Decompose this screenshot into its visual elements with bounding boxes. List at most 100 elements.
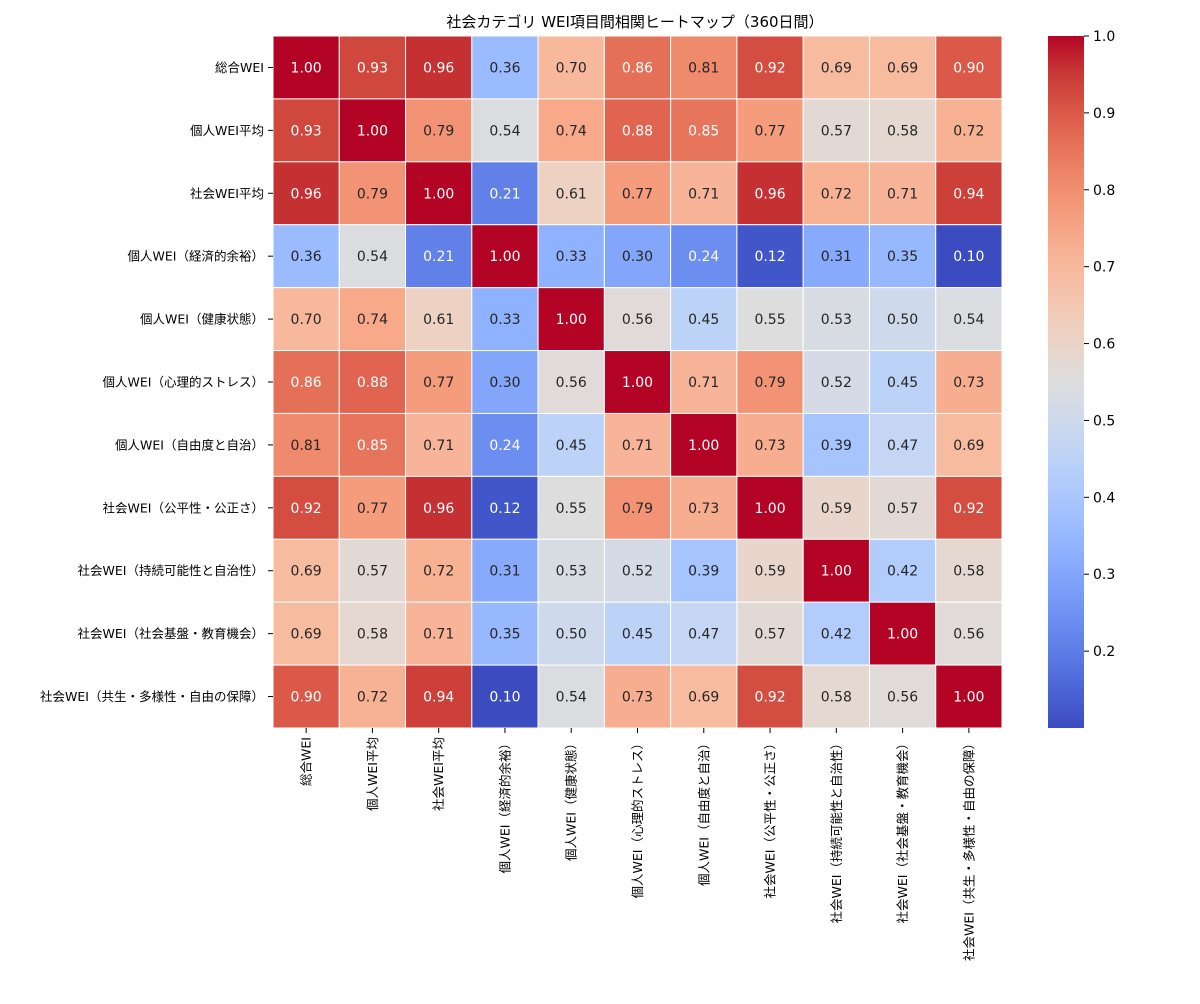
- cell-annotation-r9-c7: 0.57: [754, 627, 785, 643]
- column-labels: 総合WEI 個人WEI平均 社会WEI平均 個人WEI（経済的余裕） 個人WEI（健康状…: [299, 728, 976, 961]
- column-label-10: 社会WEI（共生・多様性・自由の保障）: [961, 737, 976, 961]
- heatmap-cell-r4-c0: [272, 287, 340, 352]
- cell-annotation-r3-c10: 0.10: [953, 249, 984, 265]
- cell-annotation-r0-c8: 0.69: [821, 60, 852, 76]
- row-label-7: 社会WEI（公平性・公正さ）: [103, 500, 264, 515]
- cell-annotation-r4-c7: 0.55: [754, 312, 785, 328]
- heatmap-cell-r10-c8: [802, 664, 870, 729]
- heatmap-cell-r0-c9: [868, 35, 937, 100]
- cell-annotation-r9-c3: 0.35: [489, 627, 520, 643]
- colorbar-tick-label-4: 0.6: [1093, 337, 1115, 353]
- column-label-4: 個人WEI（健康状態）: [564, 737, 579, 861]
- colorbar-tick-label-1: 0.3: [1093, 567, 1115, 583]
- cell-annotation-r0-c7: 0.92: [754, 60, 785, 76]
- cell-annotation-r1-c10: 0.72: [953, 123, 984, 139]
- heatmap-cell-r9-c4: [537, 601, 605, 666]
- heatmap-cell-r4-c6: [670, 287, 738, 352]
- heatmap-cell-r2-c5: [603, 161, 672, 226]
- heatmap-cell-r3-c3: [471, 224, 539, 289]
- cell-annotation-r5-c9: 0.45: [887, 375, 918, 391]
- heatmap-cell-r6-c9: [868, 412, 937, 477]
- cell-annotation-r3-c3: 1.00: [489, 249, 520, 265]
- cell-annotation-r8-c6: 0.39: [688, 564, 719, 580]
- cell-annotation-r0-c2: 0.96: [423, 60, 454, 76]
- cell-annotation-r2-c2: 1.00: [423, 186, 454, 202]
- heatmap-cell-r1-c8: [802, 98, 870, 163]
- cell-annotation-r1-c7: 0.77: [754, 123, 785, 139]
- heatmap-cell-r3-c8: [802, 224, 870, 289]
- heatmap-cell-r0-c3: [471, 35, 539, 100]
- cell-annotation-r9-c0: 0.69: [291, 627, 322, 643]
- cell-annotation-r7-c2: 0.96: [423, 501, 454, 517]
- heatmap-cell-r0-c2: [405, 35, 473, 100]
- cell-annotation-r10-c2: 0.94: [423, 690, 454, 706]
- heatmap-cell-r10-c9: [868, 664, 937, 729]
- cell-annotation-r1-c2: 0.79: [423, 123, 454, 139]
- heatmap-cell-r0-c7: [736, 35, 804, 100]
- cell-annotation-r4-c1: 0.74: [357, 312, 388, 328]
- heatmap-cell-r1-c7: [736, 98, 804, 163]
- heatmap-cell-r2-c4: [537, 161, 605, 226]
- cell-annotation-r5-c1: 0.88: [357, 375, 388, 391]
- cell-annotation-r10-c5: 0.73: [622, 690, 653, 706]
- colorbar-tick-label-3: 0.5: [1093, 413, 1115, 429]
- cell-annotation-r6-c2: 0.71: [423, 438, 454, 454]
- heatmap-cell-r9-c8: [802, 601, 870, 666]
- cell-annotation-r1-c9: 0.58: [887, 123, 918, 139]
- heatmap-cell-r1-c4: [537, 98, 605, 163]
- heatmap-cell-r3-c5: [603, 224, 672, 289]
- colorbar-tick-label-2: 0.4: [1093, 490, 1115, 506]
- heatmap-cell-r2-c10: [935, 161, 1003, 226]
- cell-annotation-r9-c1: 0.58: [357, 627, 388, 643]
- heatmap-cell-r1-c6: [670, 98, 738, 163]
- cell-annotation-r1-c0: 0.93: [291, 123, 322, 139]
- heatmap-cell-r7-c3: [471, 475, 539, 540]
- cell-annotation-r4-c6: 0.45: [688, 312, 719, 328]
- row-label-0: 総合WEI: [215, 60, 264, 75]
- cell-annotation-r9-c6: 0.47: [688, 627, 719, 643]
- row-label-3: 個人WEI（経済的余裕）: [128, 249, 264, 264]
- column-label-8: 社会WEI（持続可能性と自治性）: [829, 737, 844, 923]
- heatmap-cell-r8-c6: [670, 538, 738, 603]
- cell-annotation-r8-c1: 0.57: [357, 564, 388, 580]
- cell-annotation-r5-c6: 0.71: [688, 375, 719, 391]
- cell-annotation-r2-c8: 0.72: [821, 186, 852, 202]
- heatmap-cell-r3-c9: [868, 224, 937, 289]
- cell-annotation-r6-c8: 0.39: [821, 438, 852, 454]
- cell-annotation-r8-c7: 0.59: [754, 564, 785, 580]
- column-label-0: 総合WEI: [299, 737, 314, 786]
- cell-annotation-r4-c10: 0.54: [953, 312, 984, 328]
- heatmap-cell-r7-c4: [537, 475, 605, 540]
- colorbar-tick-label-8: 1.0: [1093, 29, 1115, 45]
- colorbar-tick-label-0: 0.2: [1093, 644, 1115, 660]
- heatmap-cell-r6-c1: [338, 412, 407, 477]
- heatmap-cell-r8-c2: [405, 538, 473, 603]
- cell-annotation-r9-c10: 0.56: [953, 627, 984, 643]
- colorbar-gradient: [1048, 36, 1084, 728]
- heatmap-cell-r1-c2: [405, 98, 473, 163]
- heatmap-cell-r3-c6: [670, 224, 738, 289]
- cell-annotation-r10-c4: 0.54: [556, 690, 587, 706]
- cell-annotation-r7-c1: 0.77: [357, 501, 388, 517]
- column-label-1: 個人WEI平均: [365, 737, 380, 811]
- cell-annotation-r8-c2: 0.72: [423, 564, 454, 580]
- cell-annotation-r4-c3: 0.33: [489, 312, 520, 328]
- heatmap-cell-r4-c1: [338, 287, 407, 352]
- cell-annotation-r10-c8: 0.58: [821, 690, 852, 706]
- cell-annotation-r2-c10: 0.94: [953, 186, 984, 202]
- cell-annotation-r2-c9: 0.71: [887, 186, 918, 202]
- cell-annotation-r8-c8: 1.00: [821, 564, 852, 580]
- cell-annotation-r8-c5: 0.52: [622, 564, 653, 580]
- heatmap-annotations: 1.00 0.93 0.96 0.36 0.70 0.86 0.81 0.92 0.69 0.69…: [291, 60, 985, 705]
- row-label-2: 社会WEI平均: [190, 186, 264, 201]
- heatmap-cell-r10-c1: [338, 664, 407, 729]
- heatmap-cell-r10-c4: [537, 664, 605, 729]
- heatmap-cell-r10-c7: [736, 664, 804, 729]
- heatmap-cell-r7-c6: [670, 475, 738, 540]
- row-label-4: 個人WEI（健康状態）: [140, 312, 264, 327]
- heatmap-cell-r8-c5: [603, 538, 672, 603]
- heatmap-cell-r1-c9: [868, 98, 937, 163]
- heatmap-cell-r4-c3: [471, 287, 539, 352]
